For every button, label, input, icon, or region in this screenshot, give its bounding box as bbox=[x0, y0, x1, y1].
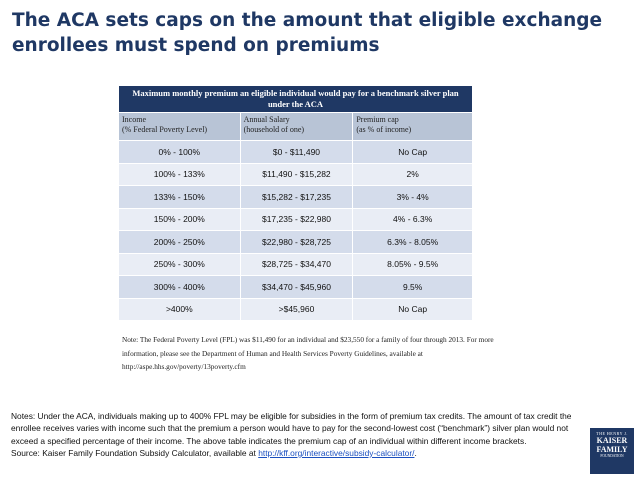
salary-cell: $34,470 - $45,960 bbox=[239, 275, 354, 299]
table-row: 300% - 400% $34,470 - $45,960 9.5% bbox=[118, 275, 473, 299]
salary-cell: $0 - $11,490 bbox=[239, 140, 354, 164]
table-footnote: Note: The Federal Poverty Level (FPL) wa… bbox=[122, 335, 494, 371]
column-header-row: Income (% Federal Poverty Level) Annual … bbox=[118, 112, 473, 141]
income-cell: 200% - 250% bbox=[118, 230, 241, 254]
source-link[interactable]: http://kff.org/interactive/subsidy-calcu… bbox=[258, 447, 415, 458]
logo-line-1: THE HENRY J. bbox=[596, 431, 628, 436]
column-header-premium-cap: Premium cap (as % of income) bbox=[352, 112, 473, 141]
table-row: >400% >$45,960 No Cap bbox=[118, 297, 473, 321]
column-header-income: Income (% Federal Poverty Level) bbox=[118, 112, 241, 141]
premium-cap-cell: No Cap bbox=[352, 140, 473, 164]
income-cell: 250% - 300% bbox=[118, 252, 241, 276]
income-cell: 100% - 133% bbox=[118, 162, 241, 186]
table-row: 0% - 100% $0 - $11,490 No Cap bbox=[118, 140, 473, 164]
notes-block: Notes: Under the ACA, individuals making… bbox=[11, 410, 581, 459]
salary-cell: >$45,960 bbox=[239, 297, 354, 321]
premium-cap-cell: 8.05% - 9.5% bbox=[352, 252, 473, 276]
table-row: 133% - 150% $15,282 - $17,235 3% - 4% bbox=[118, 185, 473, 209]
premium-cap-table: Maximum monthly premium an eligible indi… bbox=[118, 85, 473, 321]
source-suffix: . bbox=[414, 447, 417, 458]
source-prefix: Source: Kaiser Family Foundation Subsidy… bbox=[11, 447, 259, 458]
salary-cell: $17,235 - $22,980 bbox=[239, 207, 354, 231]
income-cell: 0% - 100% bbox=[118, 140, 241, 164]
table-row: 200% - 250% $22,980 - $28,725 6.3% - 8.0… bbox=[118, 230, 473, 254]
logo-line-3: FAMILY bbox=[596, 445, 628, 454]
logo-line-2: KAISER bbox=[596, 436, 628, 445]
slide-title: The ACA sets caps on the amount that eli… bbox=[12, 10, 603, 56]
premium-cap-cell: 3% - 4% bbox=[352, 185, 473, 209]
premium-cap-cell: 9.5% bbox=[352, 275, 473, 299]
column-header-salary: Annual Salary (household of one) bbox=[239, 112, 354, 141]
income-cell: 150% - 200% bbox=[118, 207, 241, 231]
table-header: Maximum monthly premium an eligible indi… bbox=[118, 85, 473, 113]
income-cell: 300% - 400% bbox=[118, 275, 241, 299]
premium-cap-cell: No Cap bbox=[352, 297, 473, 321]
salary-cell: $28,725 - $34,470 bbox=[239, 252, 354, 276]
kff-logo: THE HENRY J. KAISER FAMILY FOUNDATION bbox=[590, 428, 634, 474]
notes-text: Notes: Under the ACA, individuals making… bbox=[11, 411, 572, 446]
table-row: 150% - 200% $17,235 - $22,980 4% - 6.3% bbox=[118, 207, 473, 231]
salary-cell: $11,490 - $15,282 bbox=[239, 162, 354, 186]
salary-cell: $15,282 - $17,235 bbox=[239, 185, 354, 209]
premium-cap-cell: 4% - 6.3% bbox=[352, 207, 473, 231]
premium-cap-cell: 2% bbox=[352, 162, 473, 186]
table-row: 100% - 133% $11,490 - $15,282 2% bbox=[118, 162, 473, 186]
salary-cell: $22,980 - $28,725 bbox=[239, 230, 354, 254]
table-header-row: Maximum monthly premium an eligible indi… bbox=[118, 85, 473, 113]
premium-cap-cell: 6.3% - 8.05% bbox=[352, 230, 473, 254]
income-cell: 133% - 150% bbox=[118, 185, 241, 209]
logo-line-4: FOUNDATION bbox=[600, 454, 624, 458]
income-cell: >400% bbox=[118, 297, 241, 321]
table-row: 250% - 300% $28,725 - $34,470 8.05% - 9.… bbox=[118, 252, 473, 276]
